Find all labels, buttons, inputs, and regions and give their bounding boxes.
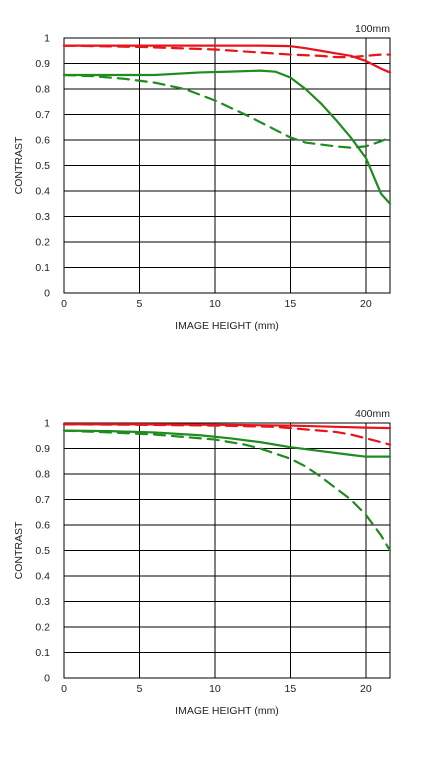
y-tick-label: 0.7 (35, 494, 50, 506)
y-tick-label: 0.4 (35, 186, 50, 198)
y-tick-label: 0.8 (35, 84, 50, 96)
series-line-3-dashed (62, 429, 392, 552)
y-tick-label: 0.6 (35, 135, 50, 147)
axis-frame (63, 37, 391, 294)
y-tick-label: 0.1 (35, 262, 50, 274)
chart-title: 400mm (355, 408, 390, 420)
x-tick-label: 10 (209, 683, 221, 695)
y-tick-label: 0.5 (35, 160, 50, 172)
x-tick-label: 20 (360, 298, 372, 310)
y-axis-label: CONTRAST (13, 521, 25, 579)
x-tick-label: 5 (137, 298, 143, 310)
y-tick-label: 1 (44, 33, 50, 45)
mtf-chart-400mm-svg: 00.10.20.30.40.50.60.70.80.910 5 10 15 20400… (13, 408, 392, 717)
y-tick-label: 0.5 (35, 545, 50, 557)
y-tick-label: 0.9 (35, 58, 50, 70)
y-tick-label: 0.2 (35, 622, 50, 634)
series-line-1-dashed (62, 44, 392, 59)
x-axis-label: IMAGE HEIGHT (mm) (175, 705, 279, 717)
y-tick-label: 0.8 (35, 469, 50, 481)
y-tick-label: 0 (44, 673, 50, 685)
x-tick-label: 0 (61, 683, 67, 695)
y-tick-label: 0.9 (35, 443, 50, 455)
x-tick-label: 10 (209, 298, 221, 310)
mtf-chart-400mm: 0 0.1 0.2 0.3 0.4 0.5 0.6 0.7 0.8 0.9 1 0 5 10 15 20 400… (0, 403, 441, 743)
y-tick-label: 1 (44, 418, 50, 430)
x-tick-label: 0 (61, 298, 67, 310)
x-axis-label: IMAGE HEIGHT (mm) (175, 320, 279, 332)
x-tick-label: 20 (360, 683, 372, 695)
series-line-2-solid (62, 429, 392, 458)
y-tick-label: 0 (44, 288, 50, 300)
series-line-0-solid (62, 44, 392, 74)
x-tick-label: 15 (285, 683, 297, 695)
y-tick-label: 0.6 (35, 520, 50, 532)
y-tick-label: 0.3 (35, 596, 50, 608)
series-line-3-dashed (62, 73, 392, 149)
y-axis-label: CONTRAST (13, 136, 25, 194)
x-tick-label: 15 (285, 298, 297, 310)
mtf-chart-100mm: 0 0.1 0.2 0.3 0.4 0.5 0.6 0.7 0.8 0.9 1 0 5 10 15 20 100… (0, 18, 441, 358)
y-tick-label: 0.1 (35, 647, 50, 659)
y-tick-label: 0.2 (35, 237, 50, 249)
x-tick-label: 5 (137, 683, 143, 695)
y-tick-label: 0.4 (35, 571, 50, 583)
chart-title: 100mm (355, 23, 390, 35)
series-line-2-solid (62, 69, 392, 205)
series-line-1-dashed (62, 423, 392, 446)
y-tick-label: 0.3 (35, 211, 50, 223)
y-tick-label: 0.7 (35, 109, 50, 121)
mtf-chart-100mm-svg: 00.10.20.30.40.50.60.70.80.910 5 10 15 20100… (13, 23, 392, 332)
